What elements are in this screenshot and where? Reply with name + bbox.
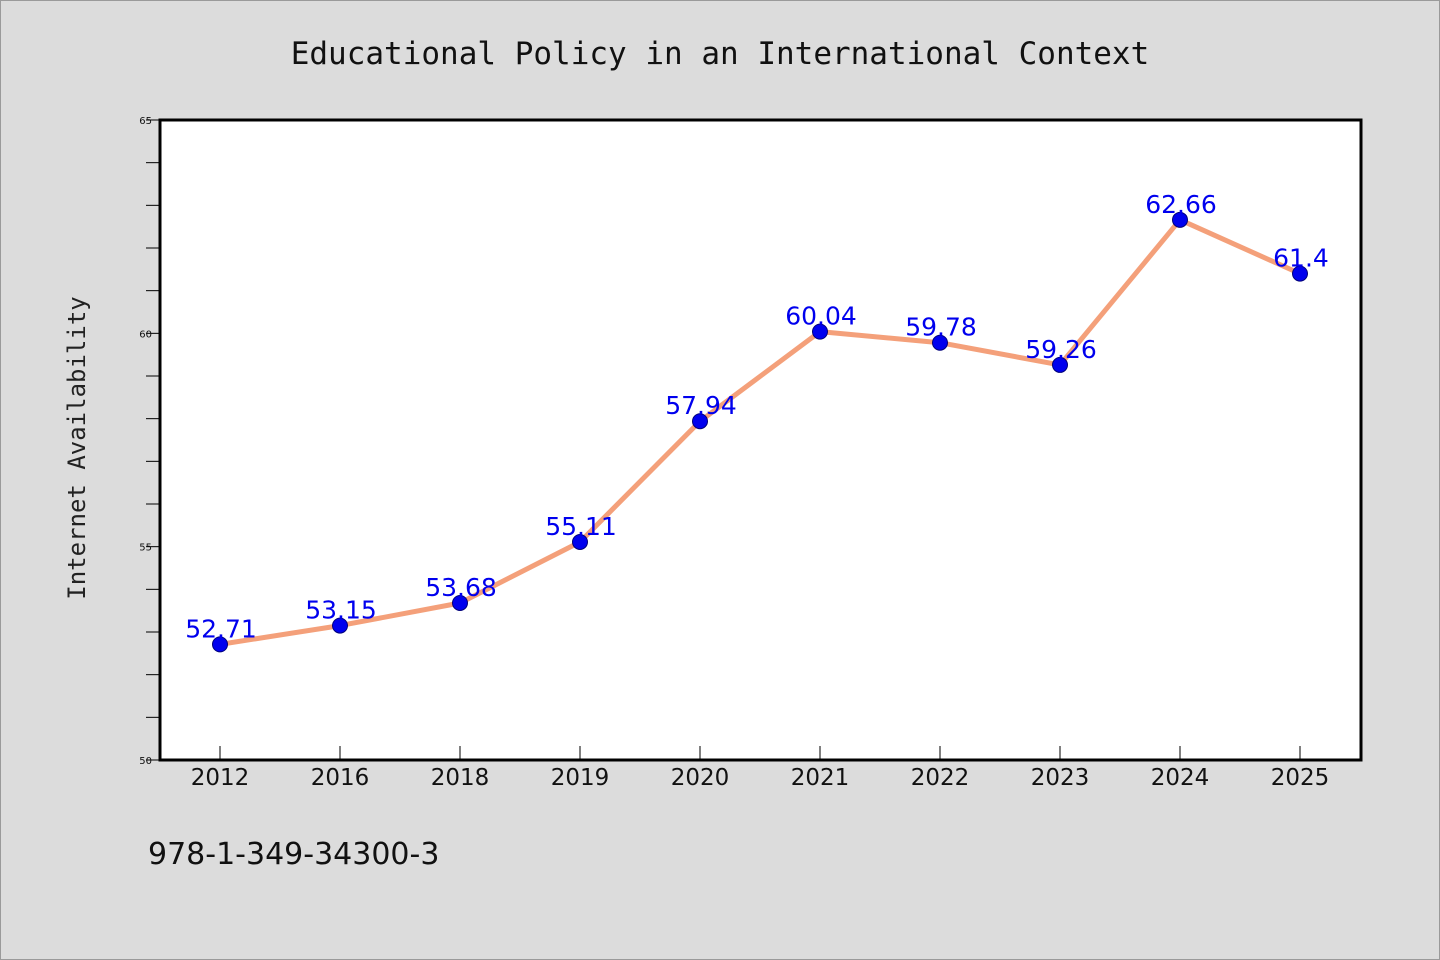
data-label: 53.15: [305, 596, 377, 625]
plot-border: [158, 118, 1363, 762]
x-tick-label: 2019: [551, 765, 610, 791]
x-tick-label: 2024: [1151, 765, 1210, 791]
x-tick-label: 2025: [1271, 765, 1330, 791]
data-point: [332, 617, 348, 634]
x-tick-label: 2022: [911, 765, 970, 791]
data-point: [572, 533, 588, 550]
x-tick-label: 2016: [311, 765, 370, 791]
data-point: [1052, 356, 1068, 373]
data-label: 61.4: [1273, 244, 1329, 273]
x-tick-label: 2018: [431, 765, 490, 791]
x-tick-label: 2021: [791, 765, 850, 791]
plot-area: [160, 120, 1361, 760]
y-tick-label: 55: [139, 543, 152, 554]
data-point: [212, 636, 228, 653]
data-label: 53.68: [425, 573, 497, 602]
y-axis-label: Internet Availability: [63, 296, 91, 599]
x-tick-label: 2012: [191, 765, 250, 791]
data-label: 60.04: [785, 302, 857, 331]
data-label: 52.71: [185, 614, 257, 643]
data-point: [1292, 265, 1308, 282]
chart-title: Educational Policy in an International C…: [291, 36, 1150, 72]
data-labels: 52.71 53.15 53.68 55.11 57.94 60.04 59.78 59.26…: [185, 190, 1329, 644]
y-tick-label: 65: [139, 116, 152, 127]
x-tick-label: 2020: [671, 765, 730, 791]
series-markers: [212, 211, 1308, 653]
isbn-text: 978-1-349-34300-3: [148, 837, 439, 872]
data-label: 59.26: [1025, 335, 1097, 364]
series-line: [219, 217, 1302, 647]
data-point: [452, 594, 468, 611]
data-point: [692, 413, 708, 430]
data-label: 57.94: [665, 391, 737, 420]
x-tick-label: 2023: [1031, 765, 1090, 791]
y-tick-label: 60: [139, 329, 152, 340]
y-tick-label: 50: [139, 756, 152, 767]
x-axis: 2012 2016 2018 2019 2020 2021 2022 2023 2024 2025: [191, 746, 1330, 791]
data-point: [1172, 211, 1188, 228]
y-axis: 50 55 60 65: [139, 116, 160, 767]
data-point: [932, 334, 948, 351]
data-label: 62.66: [1145, 190, 1217, 219]
data-label: 55.11: [545, 512, 617, 541]
data-label: 59.78: [905, 313, 977, 342]
data-point: [812, 323, 828, 340]
